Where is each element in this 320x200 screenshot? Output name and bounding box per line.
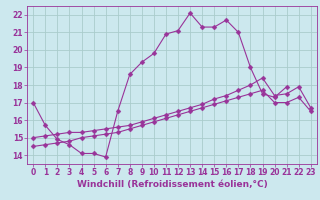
X-axis label: Windchill (Refroidissement éolien,°C): Windchill (Refroidissement éolien,°C) [76, 180, 268, 189]
